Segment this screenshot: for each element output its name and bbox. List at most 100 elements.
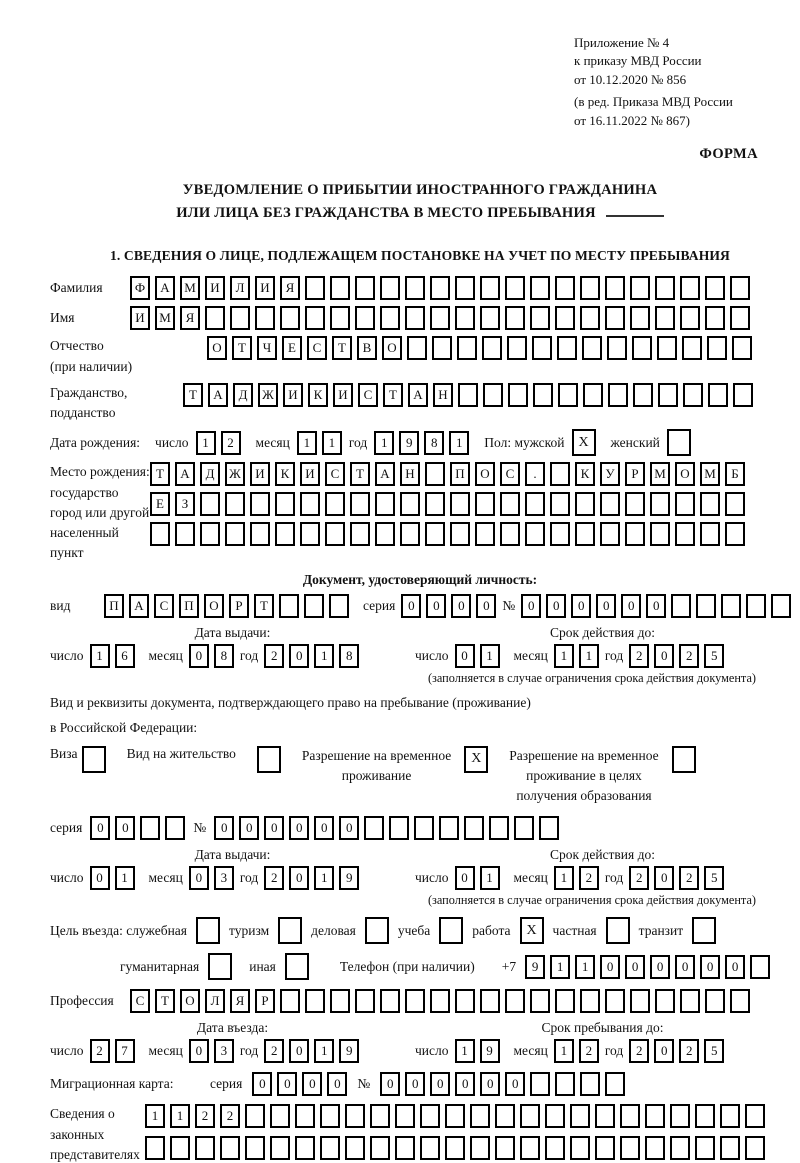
permit-series-cell[interactable] — [165, 816, 186, 841]
surname-cell[interactable] — [705, 276, 725, 301]
birth-place-cell[interactable] — [225, 522, 245, 547]
birth-month-cell[interactable]: 1 — [296, 430, 317, 455]
birth-place-cell[interactable] — [700, 492, 720, 517]
purpose-tourism-cell[interactable] — [278, 917, 303, 945]
birth-year-cell[interactable]: 1 — [449, 430, 470, 455]
birth-year-cell[interactable]: 8 — [424, 430, 445, 455]
citizenship-cell[interactable]: Н — [433, 382, 453, 407]
phone-cell[interactable]: 1 — [575, 954, 596, 979]
birth-place-cell[interactable] — [425, 522, 445, 547]
mig-number-cell[interactable]: 0 — [455, 1072, 476, 1097]
doc-valid-month-cell[interactable]: 1 — [578, 643, 599, 668]
citizenship-cell[interactable]: И — [283, 382, 303, 407]
profession-cell[interactable] — [605, 989, 625, 1014]
birth-place-cell[interactable] — [250, 522, 270, 547]
purpose-work-cell[interactable]: X — [519, 917, 544, 945]
representative-cell[interactable] — [195, 1136, 215, 1161]
residence-permit-cell[interactable] — [256, 745, 281, 773]
purpose-study-cell[interactable] — [439, 917, 464, 945]
representative-cell[interactable] — [695, 1136, 715, 1161]
profession-cell[interactable]: Т — [155, 989, 175, 1014]
representative-cell[interactable] — [295, 1104, 315, 1129]
doc-type-cell[interactable]: Р — [229, 593, 249, 618]
doc-number-cell[interactable]: 0 — [596, 593, 617, 618]
doc-issue-month-cell[interactable]: 0 — [188, 643, 209, 668]
doc-series-cell[interactable]: 0 — [401, 593, 422, 618]
representative-cell[interactable] — [420, 1136, 440, 1161]
profession-cell[interactable] — [505, 989, 525, 1014]
patronymic-cell[interactable] — [607, 336, 627, 361]
name-cell[interactable] — [205, 306, 225, 331]
entry-year-cell[interactable]: 2 — [264, 1039, 285, 1064]
birth-place-cell[interactable]: А — [375, 462, 395, 487]
profession-cell[interactable]: Р — [255, 989, 275, 1014]
profession-cell[interactable]: Л — [205, 989, 225, 1014]
surname-cell[interactable] — [355, 276, 375, 301]
name-cell[interactable] — [630, 306, 650, 331]
birth-place-cell[interactable] — [475, 522, 495, 547]
doc-type-cell[interactable]: П — [179, 593, 199, 618]
profession-cell[interactable] — [480, 989, 500, 1014]
representative-cell[interactable]: 2 — [195, 1104, 215, 1129]
profession-cell[interactable] — [680, 989, 700, 1014]
birth-place-cell[interactable] — [700, 522, 720, 547]
citizenship-cell[interactable] — [658, 382, 678, 407]
permit-number-cell[interactable]: 0 — [289, 816, 310, 841]
surname-cell[interactable] — [680, 276, 700, 301]
doc-type-cell[interactable]: П — [104, 593, 124, 618]
representative-cell[interactable] — [620, 1136, 640, 1161]
doc-number-cell[interactable] — [671, 593, 692, 618]
birth-place-cell[interactable] — [225, 492, 245, 517]
mig-number-cell[interactable] — [605, 1072, 626, 1097]
birth-place-cell[interactable] — [275, 522, 295, 547]
permit-issue-year-cell[interactable]: 1 — [314, 866, 335, 891]
representative-cell[interactable] — [320, 1104, 340, 1129]
stay-year-cell[interactable]: 2 — [629, 1039, 650, 1064]
birth-place-cell[interactable] — [650, 522, 670, 547]
representative-cell[interactable] — [295, 1136, 315, 1161]
profession-cell[interactable] — [455, 989, 475, 1014]
name-cell[interactable] — [580, 306, 600, 331]
purpose-other-cell[interactable] — [284, 953, 309, 981]
birth-place-cell[interactable]: С — [500, 462, 520, 487]
citizenship-cell[interactable]: А — [208, 382, 228, 407]
profession-cell[interactable]: Я — [230, 989, 250, 1014]
name-cell[interactable] — [530, 306, 550, 331]
patronymic-cell[interactable] — [482, 336, 502, 361]
birth-place-cell[interactable]: И — [300, 462, 320, 487]
name-cell[interactable] — [230, 306, 250, 331]
birth-place-cell[interactable] — [650, 492, 670, 517]
stay-day-cell[interactable]: 9 — [479, 1039, 500, 1064]
surname-cell[interactable] — [605, 276, 625, 301]
doc-number-cell[interactable] — [696, 593, 717, 618]
permit-number-cell[interactable]: 0 — [339, 816, 360, 841]
mig-series-cell[interactable]: 0 — [252, 1072, 273, 1097]
patronymic-cell[interactable] — [407, 336, 427, 361]
representative-cell[interactable] — [570, 1104, 590, 1129]
doc-series-cell[interactable]: 0 — [426, 593, 447, 618]
name-cell[interactable] — [730, 306, 750, 331]
birth-place-cell[interactable] — [375, 492, 395, 517]
permit-number-cell[interactable] — [539, 816, 560, 841]
entry-day-cell[interactable]: 7 — [114, 1039, 135, 1064]
representative-cell[interactable] — [395, 1104, 415, 1129]
birth-place-cell[interactable]: С — [325, 462, 345, 487]
phone-cell[interactable]: 0 — [725, 954, 746, 979]
permit-issue-month-cell[interactable]: 3 — [213, 866, 234, 891]
doc-type-cell[interactable]: О — [204, 593, 224, 618]
birth-place-cell[interactable]: Т — [350, 462, 370, 487]
citizenship-cell[interactable] — [483, 382, 503, 407]
name-cell[interactable] — [605, 306, 625, 331]
birth-place-cell[interactable] — [300, 492, 320, 517]
mig-series-cell[interactable]: 0 — [327, 1072, 348, 1097]
birth-place-cell[interactable] — [525, 522, 545, 547]
name-cell[interactable] — [555, 306, 575, 331]
birth-place-cell[interactable] — [450, 492, 470, 517]
name-cell[interactable]: И — [130, 306, 150, 331]
profession-cell[interactable] — [355, 989, 375, 1014]
patronymic-cell[interactable] — [682, 336, 702, 361]
birth-place-cell[interactable]: Р — [625, 462, 645, 487]
permit-issue-year-cell[interactable]: 0 — [289, 866, 310, 891]
name-cell[interactable] — [405, 306, 425, 331]
doc-number-cell[interactable]: 0 — [521, 593, 542, 618]
